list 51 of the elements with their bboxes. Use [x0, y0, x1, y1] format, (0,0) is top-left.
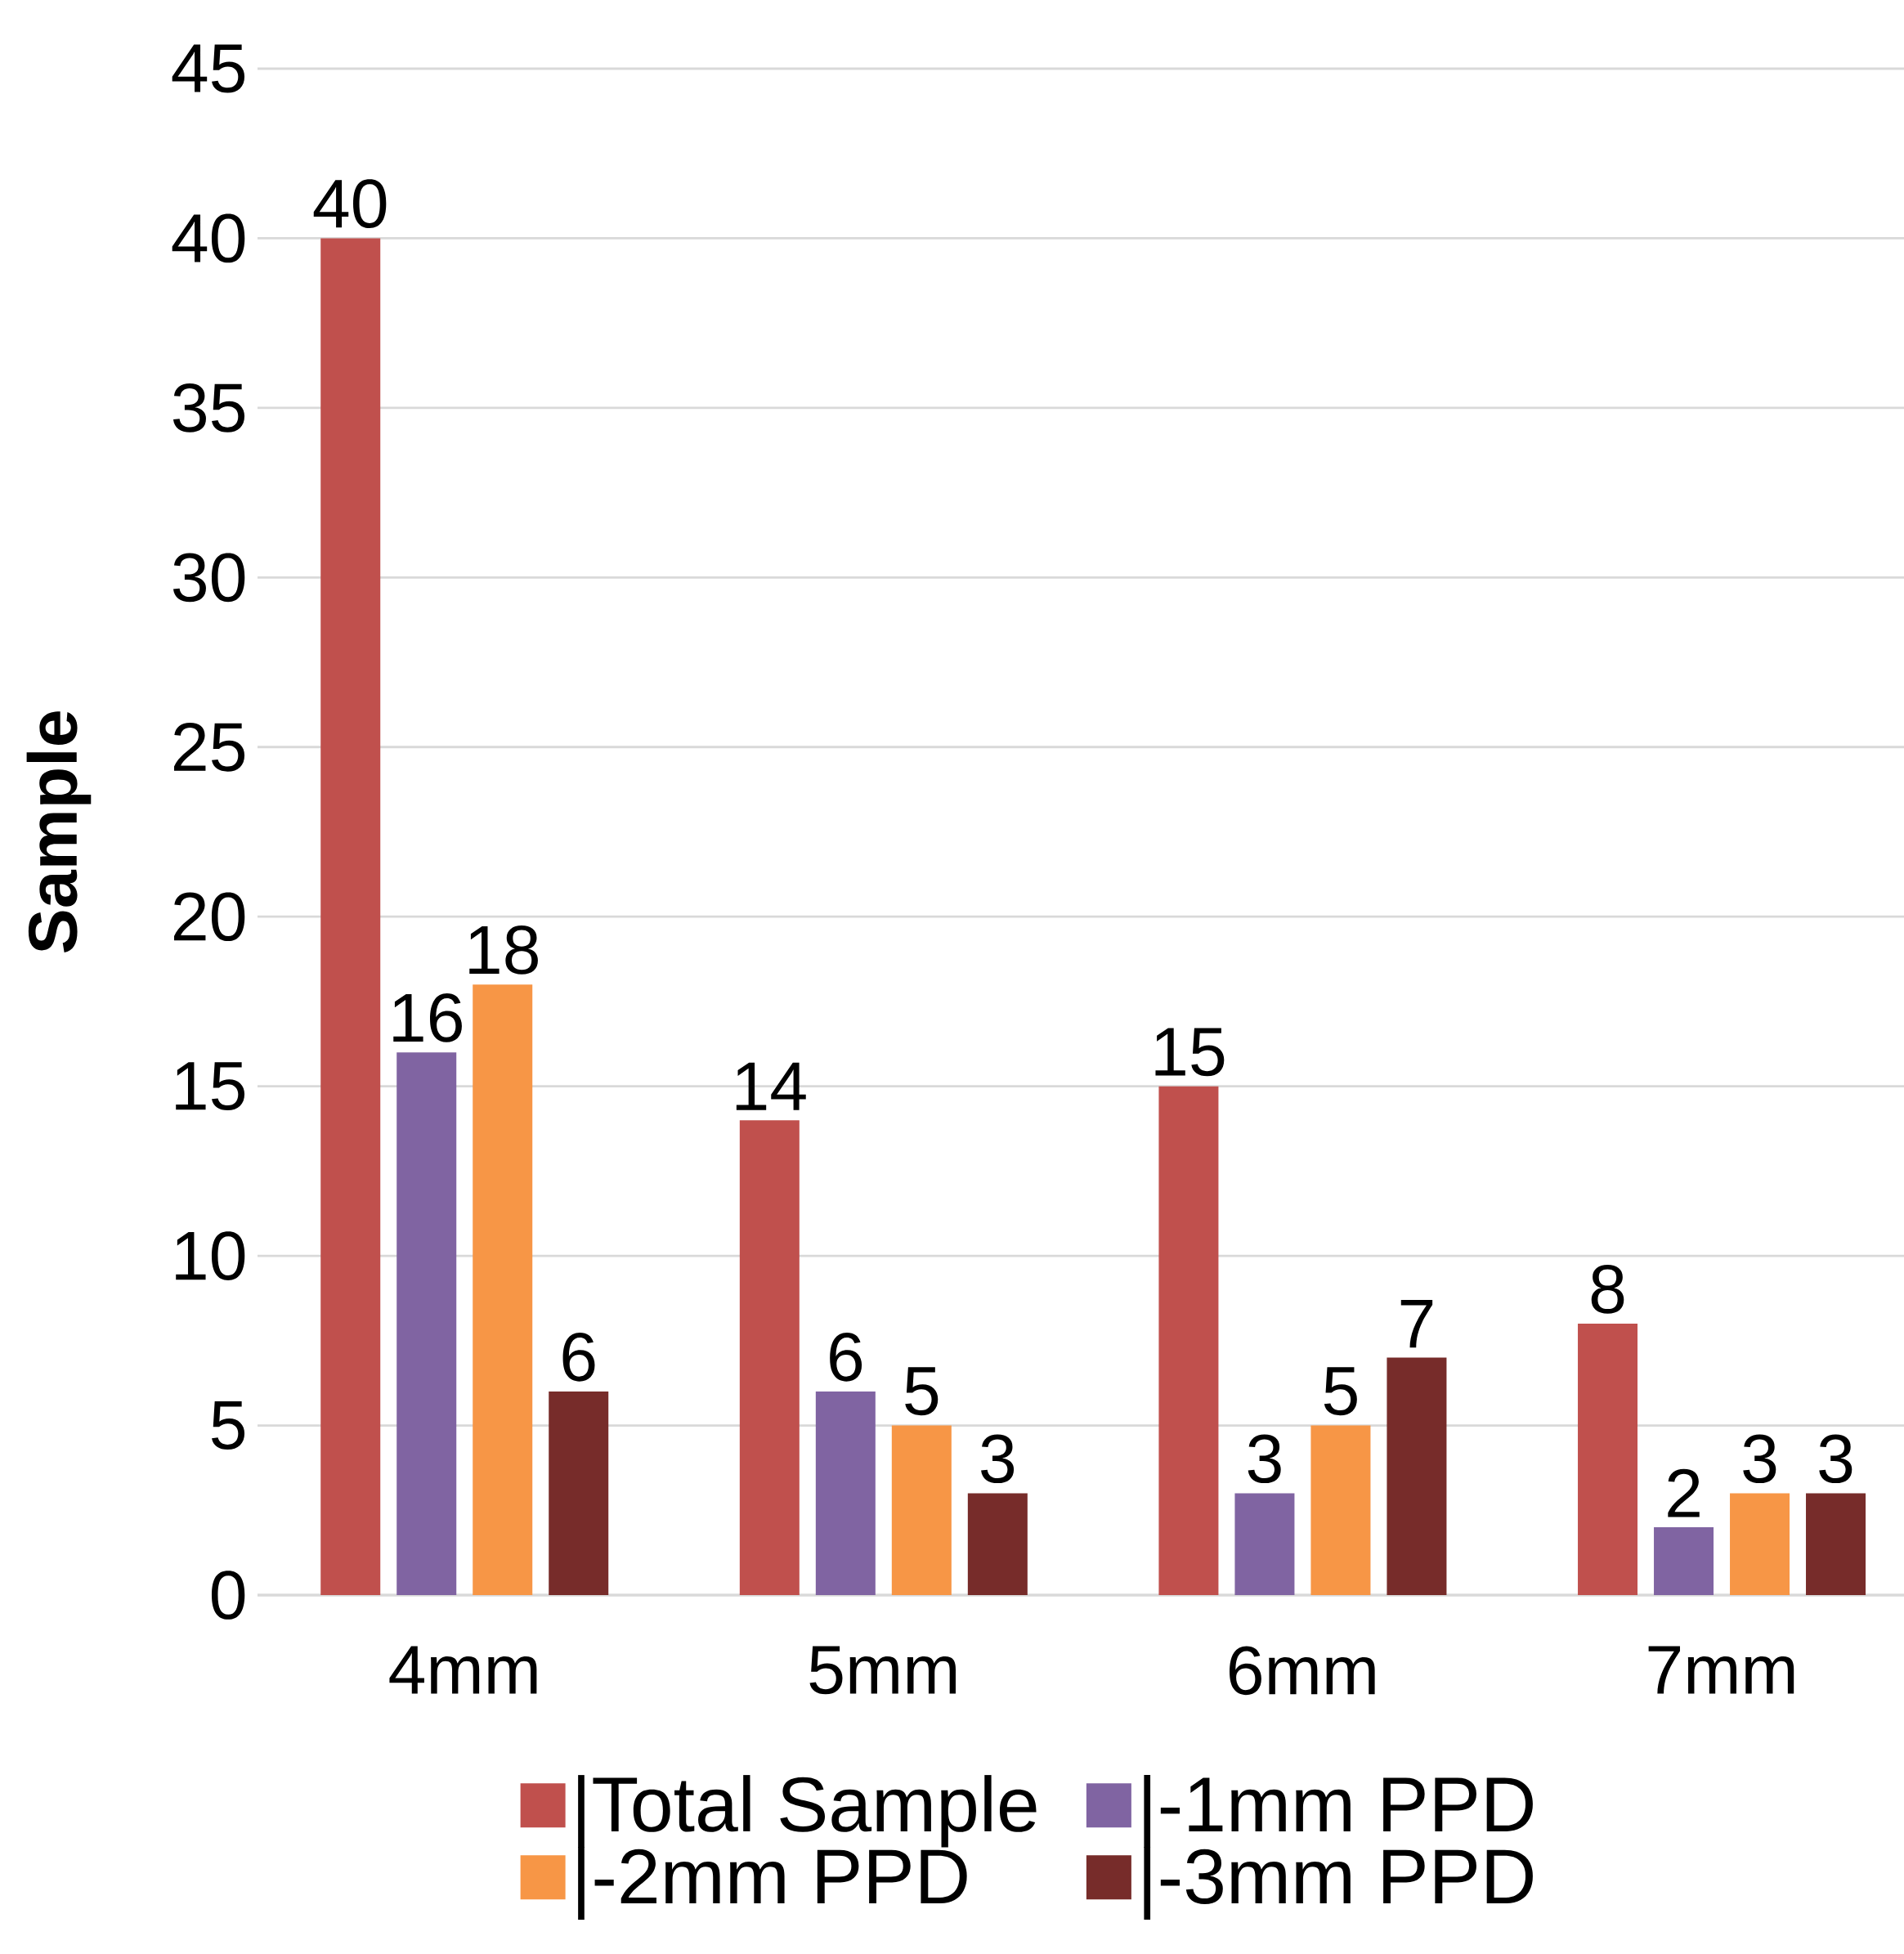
- data-label: 40: [313, 179, 387, 229]
- y-tick-label: 40: [172, 213, 245, 263]
- data-label: 14: [736, 1062, 806, 1110]
- data-label: 8: [1591, 1264, 1624, 1314]
- bar: [1234, 1493, 1295, 1595]
- y-axis-title: Sample: [26, 711, 92, 953]
- data-label: 3: [1819, 1434, 1852, 1484]
- bar: [473, 984, 533, 1595]
- y-tick-label: 20: [174, 892, 245, 942]
- data-label: 3: [1743, 1434, 1776, 1484]
- bar: [1654, 1527, 1714, 1595]
- legend-label: |Total Sample: [578, 1775, 1037, 1849]
- data-label: 5: [1324, 1367, 1357, 1416]
- legend-label: |-2mm PPD: [578, 1847, 967, 1920]
- data-label: 7: [1400, 1300, 1433, 1348]
- data-label: 5: [905, 1367, 939, 1416]
- y-tick-label: 0: [211, 1571, 245, 1620]
- data-label: 15: [1155, 1028, 1225, 1077]
- data-label: 16: [393, 993, 462, 1042]
- y-tick-label: 30: [172, 553, 245, 603]
- legend-label: |-3mm PPD: [1144, 1847, 1533, 1920]
- data-label: 3: [981, 1434, 1015, 1484]
- bar: [739, 1120, 800, 1595]
- y-tick-label: 45: [172, 44, 245, 93]
- data-label: 18: [469, 925, 538, 975]
- y-tick-label: 25: [174, 722, 245, 772]
- y-tick-label: 10: [176, 1231, 245, 1280]
- bar: [1806, 1493, 1866, 1595]
- x-tick-label: 7mm: [1648, 1646, 1794, 1694]
- bar: [396, 1052, 457, 1595]
- bar: [1387, 1357, 1447, 1595]
- x-tick-label: 4mm: [389, 1646, 537, 1694]
- data-label: 6: [562, 1332, 595, 1382]
- x-tick-label: 5mm: [809, 1646, 956, 1695]
- bar: [967, 1493, 1028, 1595]
- y-tick-label: 15: [176, 1062, 245, 1111]
- bar: [1158, 1086, 1219, 1595]
- bar: [815, 1392, 876, 1595]
- bar: [1310, 1425, 1371, 1595]
- y-tick-label: 35: [172, 383, 245, 432]
- data-label: 3: [1248, 1434, 1281, 1484]
- data-label: 6: [830, 1332, 862, 1382]
- y-tick-label: 5: [212, 1401, 245, 1450]
- bar: [549, 1392, 609, 1595]
- data-label: 2: [1668, 1468, 1700, 1517]
- bar: [320, 238, 381, 1595]
- legend-label: |-1mm PPD: [1144, 1775, 1533, 1849]
- bar: [1730, 1493, 1790, 1595]
- bar: [891, 1425, 952, 1595]
- bar: [1578, 1324, 1638, 1595]
- x-tick-label: 6mm: [1230, 1646, 1375, 1696]
